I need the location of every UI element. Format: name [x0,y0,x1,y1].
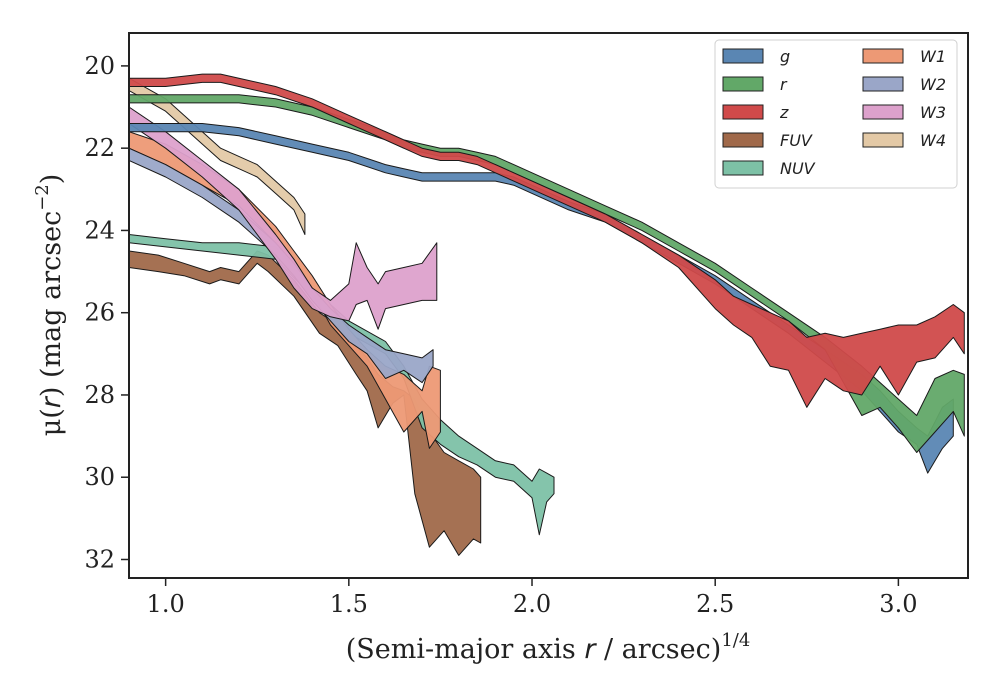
x-tick-label: 3.0 [879,590,917,618]
legend-item-w1: W1 [862,47,946,66]
series-band-w4 [129,77,306,235]
x-axis: 1.0 1.5 2.0 2.5 3.0 [147,578,917,618]
series-band-z [129,73,965,408]
legend-label: W1 [920,47,946,66]
legend-item-w4: W4 [862,131,946,150]
legend-label: r [780,75,788,94]
legend-swatch [722,160,764,176]
y-tick-label: 28 [84,381,115,409]
series-band-nuv [129,234,555,536]
y-tick-label: 22 [84,134,115,162]
x-tick-label: 1.5 [330,590,368,618]
legend-label: W4 [920,131,946,150]
legend-item-g: g [722,47,790,66]
legend-item-r: r [722,75,788,94]
y-tick-label: 24 [84,216,115,244]
legend-swatch [722,48,764,64]
legend-swatch [722,132,764,148]
legend-label: W3 [920,103,946,122]
y-tick-label: 32 [84,545,115,573]
legend-item-w2: W2 [862,75,946,94]
y-tick-label: 20 [84,52,115,80]
legend-item-z: z [722,103,789,122]
y-tick-label: 26 [84,299,115,327]
series-bands [129,73,965,556]
legend-item-w3: W3 [862,103,946,122]
plot-frame [128,32,969,579]
legend-label: W2 [920,75,946,94]
legend-item-nuv: NUV [722,159,816,178]
legend-swatch [862,48,904,64]
legend-swatch [862,76,904,92]
legend-swatch [862,132,904,148]
legend-label: FUV [780,131,813,150]
x-tick-label: 2.5 [696,590,734,618]
legend-label: g [780,47,790,66]
y-tick-label: 30 [84,463,115,491]
legend-swatch [862,104,904,120]
y-axis: 20 22 24 26 28 30 32 [84,52,129,573]
x-tick-label: 1.0 [147,590,185,618]
legend: grz FUV NUV W1 W2 W3 W4 [714,39,958,189]
legend-swatch [722,104,764,120]
legend-item-fuv: FUV [722,131,813,150]
legend-label: NUV [780,159,816,178]
x-tick-label: 2.0 [513,590,551,618]
y-axis-label: μ(r) (mag arcsec−2) [32,174,67,437]
series-band-w3 [129,106,438,330]
legend-label: z [779,103,789,122]
legend-swatch [722,76,764,92]
x-axis-label: (Semi-major axis r / arcsec)1/4 [346,630,751,665]
